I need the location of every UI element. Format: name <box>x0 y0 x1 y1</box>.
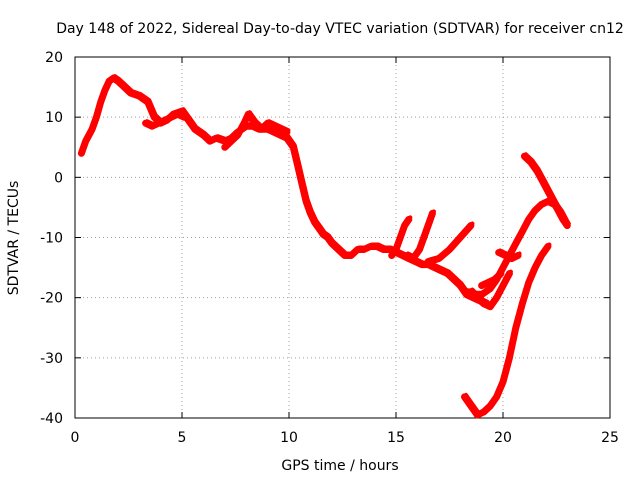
y-tick-label: -30 <box>40 351 63 367</box>
series-band-mid-branch <box>470 269 513 307</box>
y-tick-label: -40 <box>40 411 63 427</box>
series-band-low-branch <box>464 242 552 415</box>
y-tick-label: 10 <box>45 110 63 126</box>
x-tick-label: 5 <box>178 430 187 446</box>
series-band-early-hump <box>145 110 188 127</box>
series-band-late-tail <box>481 269 505 286</box>
series-group <box>77 74 571 419</box>
x-axis-label: GPS time / hours <box>281 458 398 474</box>
x-tick-label: 10 <box>280 430 298 446</box>
axis-ticks: 0 5 10 15 20 25 -40 -30 -20 -10 0 10 20 <box>40 50 619 446</box>
series-band-wiggle-8h <box>224 110 291 148</box>
y-tick-label: 20 <box>45 50 63 66</box>
series-band-spur-17h <box>427 221 475 262</box>
y-axis-label: SDTVAR / TECUs <box>6 181 22 296</box>
series-band-main-track <box>80 74 490 304</box>
grid <box>75 57 610 418</box>
x-tick-label: 0 <box>71 430 80 446</box>
y-tick-label: -10 <box>40 231 63 247</box>
y-tick-label: 0 <box>54 170 63 186</box>
series-band-short-segment <box>498 248 522 259</box>
x-tick-label: 25 <box>601 430 619 446</box>
y-tick-label: -20 <box>40 291 63 307</box>
series-line-late-peak <box>520 152 571 229</box>
x-tick-label: 20 <box>494 430 512 446</box>
x-tick-label: 15 <box>387 430 405 446</box>
series-line-main-track <box>77 74 490 308</box>
series-band-spur-15_5h <box>406 209 436 259</box>
series-band-late-peak <box>523 152 571 226</box>
series-band-spur-14_8h <box>391 215 413 256</box>
chart-title: Day 148 of 2022, Sidereal Day-to-day VTE… <box>56 21 624 37</box>
